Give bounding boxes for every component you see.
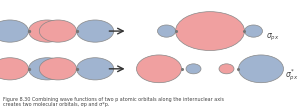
Ellipse shape <box>158 25 175 37</box>
Ellipse shape <box>39 20 76 42</box>
Ellipse shape <box>39 58 76 80</box>
Text: Figure 8.30 Combining wave functions of two p atomic orbitals along the internuc: Figure 8.30 Combining wave functions of … <box>3 97 224 107</box>
Ellipse shape <box>176 12 244 51</box>
Ellipse shape <box>244 25 262 37</box>
Ellipse shape <box>219 64 234 74</box>
Ellipse shape <box>28 20 66 42</box>
Ellipse shape <box>28 58 66 80</box>
Ellipse shape <box>76 20 114 42</box>
Ellipse shape <box>136 55 182 83</box>
Text: $\sigma_{px}$: $\sigma_{px}$ <box>266 32 279 43</box>
Ellipse shape <box>0 20 28 42</box>
Text: +: + <box>49 64 56 74</box>
Ellipse shape <box>238 55 284 83</box>
Ellipse shape <box>0 58 28 80</box>
Ellipse shape <box>186 64 201 74</box>
Text: +: + <box>49 26 56 36</box>
Ellipse shape <box>76 58 114 80</box>
Text: $\sigma^{*}_{px}$: $\sigma^{*}_{px}$ <box>285 68 298 83</box>
